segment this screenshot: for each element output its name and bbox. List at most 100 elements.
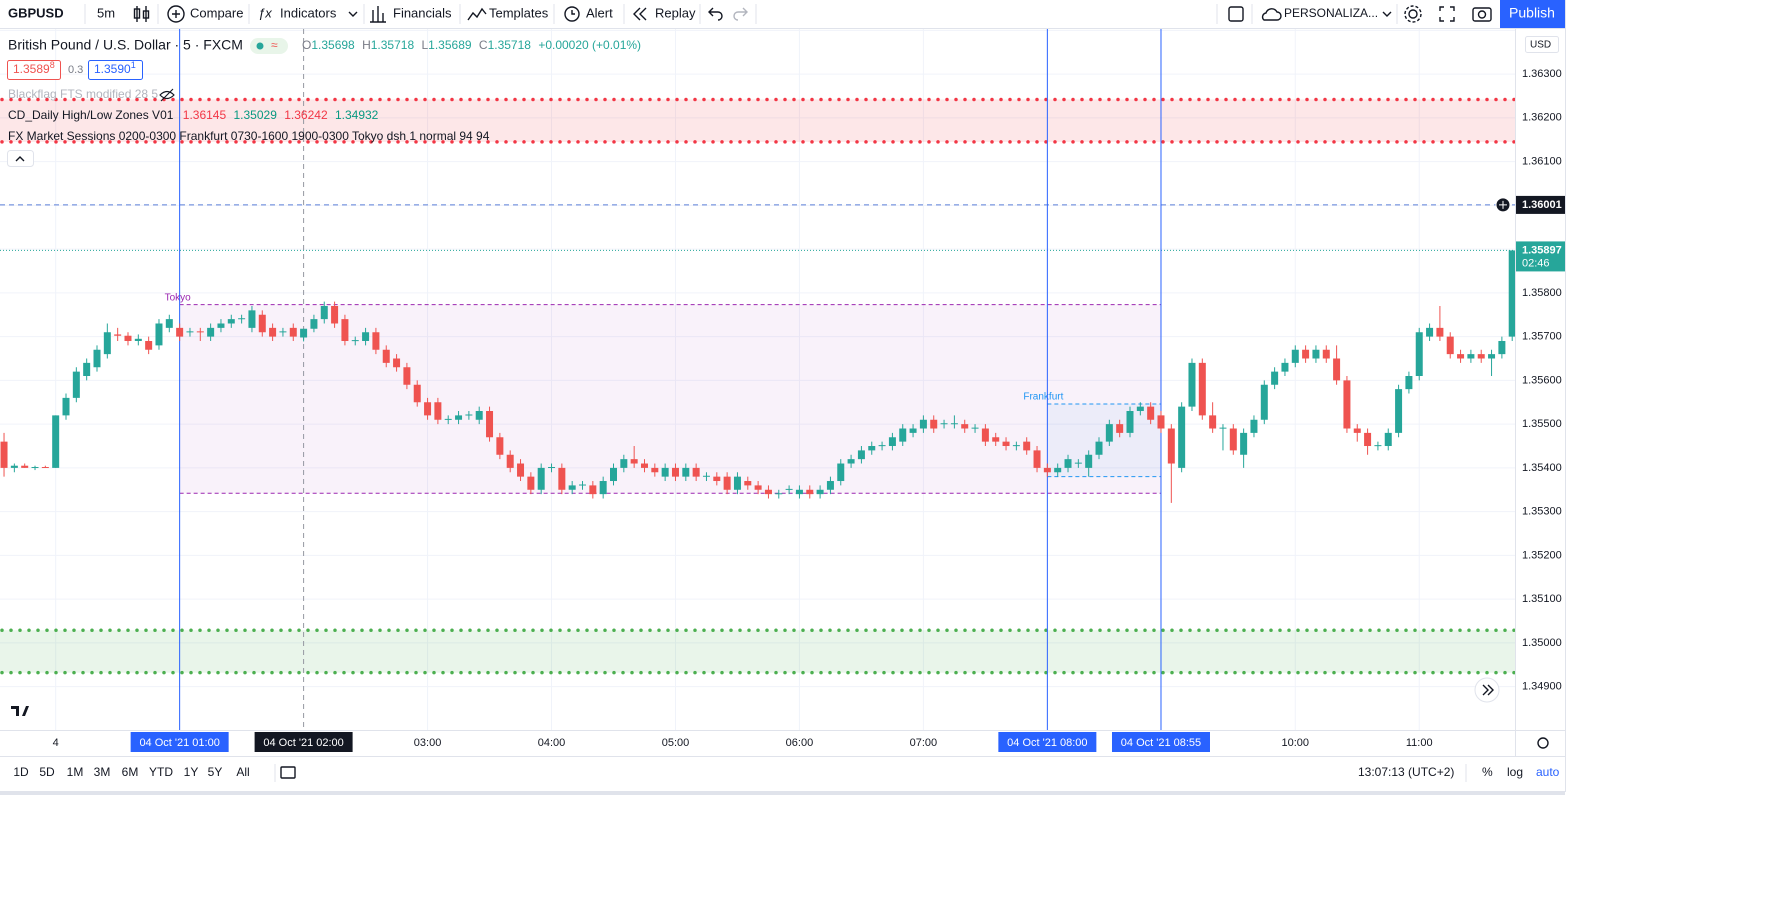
candle-body [826,481,834,490]
range-button[interactable]: YTD [149,765,173,779]
sell-pip: 8 [50,60,55,70]
hidden-indicator[interactable]: Blackflag FTS modified 28 5 [8,87,158,101]
candle-body [930,419,938,429]
compare-icon[interactable] [167,5,185,23]
zone-value: 1.35029 [234,108,278,122]
axis-settings-icon[interactable] [1537,737,1549,749]
interval[interactable]: 5m [97,5,115,20]
zone-value: 1.34932 [335,108,379,122]
candle-body [692,467,700,477]
candle-body [1415,332,1423,376]
x-tick-label: 10:00 [1282,737,1310,749]
add-alert-plus [1499,200,1507,209]
range-button[interactable]: 1Y [184,765,199,779]
y-tick-label: 1.36300 [1522,68,1562,80]
candle-body [382,349,390,363]
candle-body [1085,454,1093,468]
redo-icon[interactable] [733,7,748,21]
clock[interactable]: 13:07:13 (UTC+2) [1358,765,1454,779]
buy-pip: 1 [131,60,136,70]
range-button[interactable]: 5D [39,765,55,779]
fullscreen-icon[interactable] [1439,6,1455,22]
candle-body [1508,250,1515,337]
candle-body [857,450,865,460]
hidden-icon[interactable] [159,88,175,102]
candle-body [1436,327,1444,337]
x-tick-label: 05:00 [662,737,690,749]
compare[interactable]: Compare [190,5,243,20]
candle-body [1136,406,1144,412]
candle-body [671,467,679,477]
goto-date-icon[interactable] [280,766,296,779]
publish-button[interactable] [1500,0,1565,28]
cloud-icon[interactable] [1261,8,1282,21]
candle-body [279,331,287,333]
candle-body [341,319,349,341]
candle-body [1209,415,1217,429]
range-button[interactable]: 5Y [208,765,223,779]
sell-price[interactable]: 1.35898 [13,60,55,76]
publish[interactable]: Publish [1509,5,1555,21]
alert[interactable]: Alert [586,5,613,20]
candle-body [72,371,80,398]
buy-button[interactable] [88,60,143,80]
candle-body [1426,327,1434,337]
screenshot-icon[interactable] [1472,7,1492,22]
zones-indicator[interactable]: CD_Daily High/Low Zones V01 1.36145 1.35… [8,108,379,122]
layout-icon[interactable] [1228,6,1244,22]
range-button[interactable]: 1M [67,765,84,779]
buy-price[interactable]: 1.35901 [94,60,136,76]
low-value: 1.35689 [428,38,472,52]
auto-toggle[interactable]: auto [1536,765,1560,779]
undo-icon[interactable] [708,7,723,21]
templates[interactable]: Templates [489,5,549,20]
sell-button[interactable] [7,60,61,80]
financials[interactable]: Financials [393,5,452,20]
footer-bar [0,791,1565,795]
currency-button[interactable] [1525,36,1559,53]
y-tick-label: 1.35800 [1522,287,1562,299]
close-value: 1.35718 [488,38,532,52]
y-tick-label: 1.36100 [1522,155,1562,167]
currency[interactable]: USD [1530,40,1551,51]
range-button[interactable]: 1D [13,765,29,779]
y-tick-label: 1.35300 [1522,506,1562,518]
zone-value: 1.36145 [183,108,227,122]
layout-name[interactable]: PERSONALIZA... [1284,6,1378,20]
y-tick-label: 1.35700 [1522,331,1562,343]
dropdown-icon[interactable] [1382,11,1392,17]
range-button[interactable]: 6M [122,765,139,779]
settings-icon[interactable] [1408,9,1418,19]
candle-body [1219,427,1227,429]
session-box [1047,404,1161,477]
candle-body [919,419,927,429]
candle-body [1054,467,1062,473]
templates-icon[interactable] [467,7,487,21]
sessions-indicator[interactable]: FX Market Sessions 0200-0300 Frankfurt 0… [8,129,490,143]
fx-icon[interactable]: ƒx [258,5,272,20]
symbol[interactable]: GBPUSD [8,5,64,20]
high-value: 1.35718 [371,38,415,52]
replay[interactable]: Replay [655,5,696,20]
candle-body [465,414,473,416]
collapse-button[interactable] [7,150,34,167]
dropdown-icon[interactable] [348,11,358,17]
chart-style-icon[interactable] [133,6,150,22]
range-button[interactable]: All [236,765,249,779]
log-toggle[interactable]: log [1507,765,1523,779]
session-box [179,304,1161,494]
crosshair-price-label: 1.36001 [1522,199,1562,211]
range-button[interactable]: 3M [94,765,111,779]
candle-body [93,349,101,368]
zone [0,630,1515,673]
replay-icon[interactable] [633,7,647,21]
scroll-button[interactable] [1474,677,1500,703]
plot-layer: Tokyo Frankfurt [0,29,1515,730]
percent-toggle[interactable]: % [1482,765,1493,779]
indicators[interactable]: Indicators [280,5,337,20]
candle-body [517,463,525,477]
financials-icon[interactable] [370,6,386,23]
candle-body [630,459,638,464]
candle-body [1198,362,1206,416]
alert-icon[interactable] [564,6,580,22]
